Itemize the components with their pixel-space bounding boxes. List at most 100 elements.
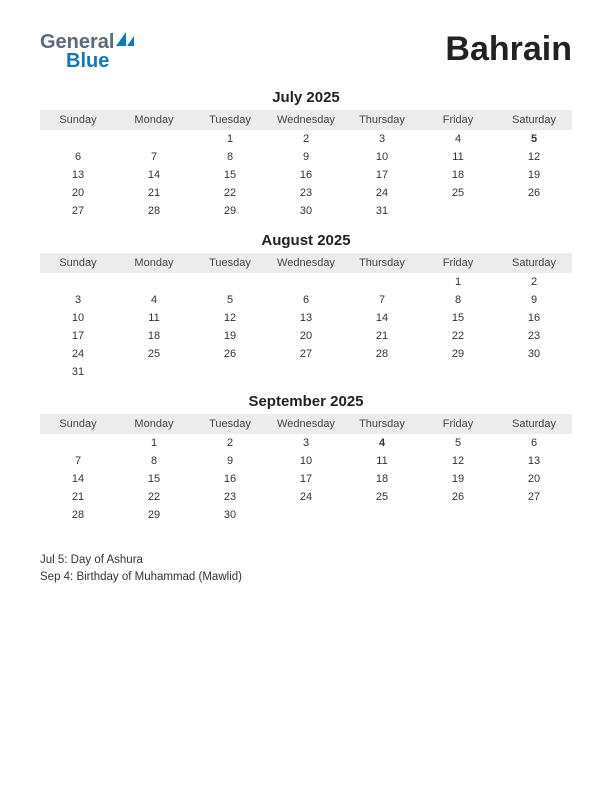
calendar-cell: 17 <box>40 327 116 345</box>
logo: General Blue <box>40 30 136 71</box>
calendar-cell: 6 <box>40 148 116 166</box>
calendar-cell: 18 <box>116 327 192 345</box>
calendar-cell: 10 <box>40 309 116 327</box>
calendar-cell <box>192 363 268 381</box>
day-header: Friday <box>420 110 496 130</box>
calendar-cell: 16 <box>496 309 572 327</box>
calendar-cell: 18 <box>420 166 496 184</box>
calendar-row: 123456 <box>40 434 572 452</box>
calendar-cell <box>344 273 420 291</box>
calendar-cell: 2 <box>268 130 344 148</box>
calendar-cell: 21 <box>116 184 192 202</box>
calendar-cell <box>420 506 496 524</box>
calendar-cell: 12 <box>192 309 268 327</box>
calendar-month: July 2025SundayMondayTuesdayWednesdayThu… <box>40 89 572 220</box>
calendar-cell: 31 <box>40 363 116 381</box>
day-header: Wednesday <box>268 110 344 130</box>
calendar-cell <box>496 202 572 220</box>
calendar-cell: 19 <box>192 327 268 345</box>
calendar-cell: 15 <box>192 166 268 184</box>
calendar-row: 17181920212223 <box>40 327 572 345</box>
calendar-cell: 11 <box>420 148 496 166</box>
calendar-cell <box>344 363 420 381</box>
calendar-cell: 30 <box>192 506 268 524</box>
calendar-row: 24252627282930 <box>40 345 572 363</box>
calendar-cell: 10 <box>344 148 420 166</box>
day-header: Sunday <box>40 414 116 434</box>
calendar-cell: 7 <box>344 291 420 309</box>
calendar-cell: 5 <box>192 291 268 309</box>
calendar-cell: 6 <box>496 434 572 452</box>
calendar-row: 31 <box>40 363 572 381</box>
calendar-cell <box>192 273 268 291</box>
calendar-cell <box>116 130 192 148</box>
calendar-cell: 28 <box>40 506 116 524</box>
calendar-row: 2728293031 <box>40 202 572 220</box>
calendar-cell: 29 <box>192 202 268 220</box>
calendar-cell: 26 <box>192 345 268 363</box>
calendar-cell: 9 <box>268 148 344 166</box>
calendar-row: 14151617181920 <box>40 470 572 488</box>
calendar-cell: 13 <box>496 452 572 470</box>
calendar-cell: 6 <box>268 291 344 309</box>
day-header: Friday <box>420 253 496 273</box>
calendar-row: 12345 <box>40 130 572 148</box>
month-title: September 2025 <box>40 393 572 410</box>
calendar-cell: 5 <box>420 434 496 452</box>
calendar-cell: 19 <box>496 166 572 184</box>
day-header: Wednesday <box>268 414 344 434</box>
calendar-cell: 15 <box>116 470 192 488</box>
calendar-cell: 4 <box>420 130 496 148</box>
calendar-cell: 11 <box>116 309 192 327</box>
calendar-cell: 20 <box>268 327 344 345</box>
calendar-month: August 2025SundayMondayTuesdayWednesdayT… <box>40 232 572 381</box>
calendar-row: 282930 <box>40 506 572 524</box>
calendar-cell: 8 <box>116 452 192 470</box>
calendar-cell <box>268 506 344 524</box>
calendar-cell: 8 <box>420 291 496 309</box>
calendars-container: July 2025SundayMondayTuesdayWednesdayThu… <box>40 89 572 524</box>
calendar-cell: 7 <box>116 148 192 166</box>
logo-sail-icon <box>114 30 136 52</box>
calendar-cell: 12 <box>420 452 496 470</box>
calendar-row: 20212223242526 <box>40 184 572 202</box>
calendar-cell <box>496 363 572 381</box>
calendar-cell: 27 <box>268 345 344 363</box>
calendar-cell: 29 <box>420 345 496 363</box>
calendar-cell: 25 <box>420 184 496 202</box>
day-header: Friday <box>420 414 496 434</box>
calendar-cell: 31 <box>344 202 420 220</box>
calendar-cell: 25 <box>116 345 192 363</box>
calendar-cell: 9 <box>496 291 572 309</box>
calendar-cell: 29 <box>116 506 192 524</box>
calendar-cell: 14 <box>40 470 116 488</box>
calendar-cell: 30 <box>496 345 572 363</box>
calendar-table: SundayMondayTuesdayWednesdayThursdayFrid… <box>40 253 572 381</box>
calendar-row: 3456789 <box>40 291 572 309</box>
calendar-cell: 1 <box>116 434 192 452</box>
calendar-table: SundayMondayTuesdayWednesdayThursdayFrid… <box>40 414 572 524</box>
calendar-month: September 2025 SundayMondayTuesdayWednesd… <box>40 393 572 524</box>
calendar-cell <box>268 363 344 381</box>
calendar-cell <box>420 363 496 381</box>
calendar-cell: 26 <box>420 488 496 506</box>
calendar-cell: 11 <box>344 452 420 470</box>
calendar-row: 21222324252627 <box>40 488 572 506</box>
calendar-cell: 17 <box>344 166 420 184</box>
holiday-notes: Jul 5: Day of AshuraSep 4: Birthday of M… <box>40 552 572 587</box>
day-header: Tuesday <box>192 253 268 273</box>
day-header: Saturday <box>496 110 572 130</box>
calendar-cell <box>40 130 116 148</box>
calendar-cell: 4 <box>344 434 420 452</box>
calendar-cell: 14 <box>116 166 192 184</box>
calendar-cell: 27 <box>496 488 572 506</box>
header: General Blue Bahrain <box>40 30 572 71</box>
calendar-cell: 13 <box>268 309 344 327</box>
day-header: Monday <box>116 253 192 273</box>
calendar-cell: 16 <box>268 166 344 184</box>
calendar-cell: 25 <box>344 488 420 506</box>
calendar-cell: 3 <box>268 434 344 452</box>
calendar-cell <box>116 363 192 381</box>
calendar-cell <box>420 202 496 220</box>
day-header: Sunday <box>40 253 116 273</box>
